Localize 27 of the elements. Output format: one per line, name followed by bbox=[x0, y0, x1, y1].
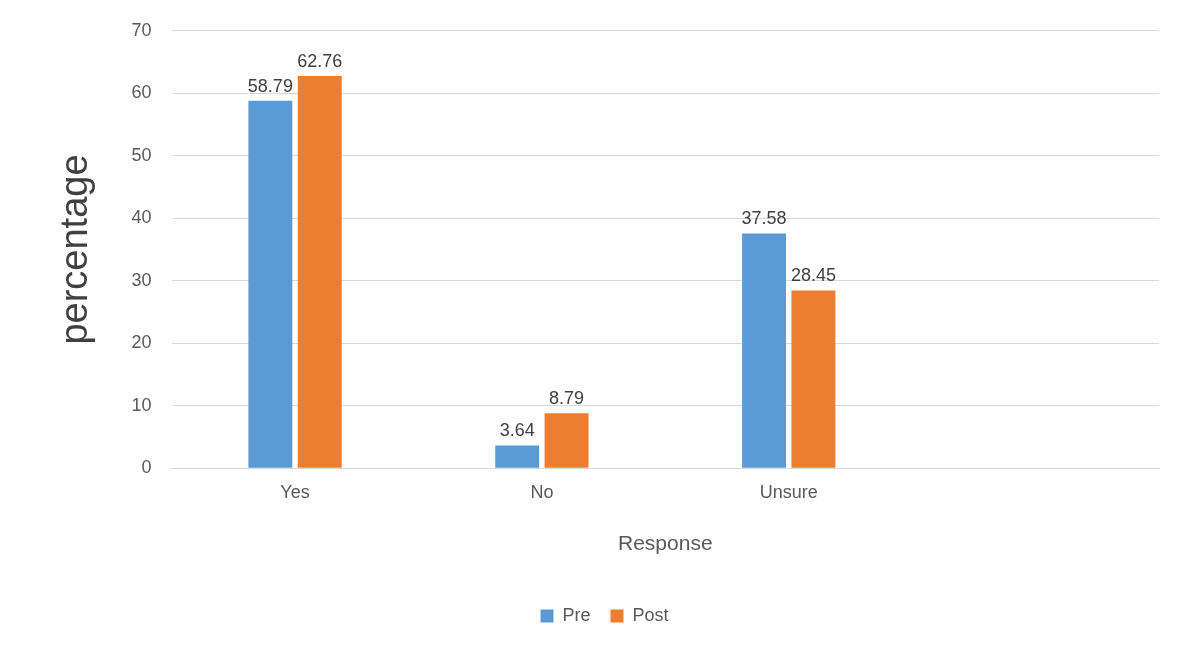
bar bbox=[742, 233, 787, 468]
y-tick-label: 40 bbox=[131, 207, 152, 228]
data-label: 58.79 bbox=[247, 75, 293, 96]
y-tick-label: 0 bbox=[141, 457, 152, 478]
bar bbox=[544, 413, 589, 468]
x-axis-title: Response bbox=[618, 531, 713, 555]
data-label: 37.58 bbox=[741, 208, 787, 229]
x-tick-label: Yes bbox=[280, 481, 310, 502]
bar bbox=[495, 445, 540, 468]
x-tick-label: Unsure bbox=[759, 481, 818, 502]
bar bbox=[297, 76, 342, 468]
data-label: 28.45 bbox=[790, 265, 836, 286]
legend-label: Pre bbox=[562, 604, 591, 625]
data-label: 8.79 bbox=[549, 388, 585, 409]
y-tick-label: 30 bbox=[131, 269, 152, 290]
x-tick-label: No bbox=[530, 481, 554, 502]
y-tick-label: 60 bbox=[131, 82, 152, 103]
y-axis-title: percentage bbox=[53, 154, 96, 345]
y-tick-label: 10 bbox=[131, 394, 152, 415]
legend-label: Post bbox=[632, 604, 669, 625]
bar bbox=[248, 100, 293, 468]
data-label: 3.64 bbox=[499, 420, 535, 441]
y-tick-label: 50 bbox=[131, 144, 152, 165]
y-tick-label: 20 bbox=[131, 332, 152, 353]
bar bbox=[791, 290, 836, 468]
y-tick-label: 70 bbox=[131, 19, 152, 40]
data-label: 62.76 bbox=[297, 51, 343, 72]
